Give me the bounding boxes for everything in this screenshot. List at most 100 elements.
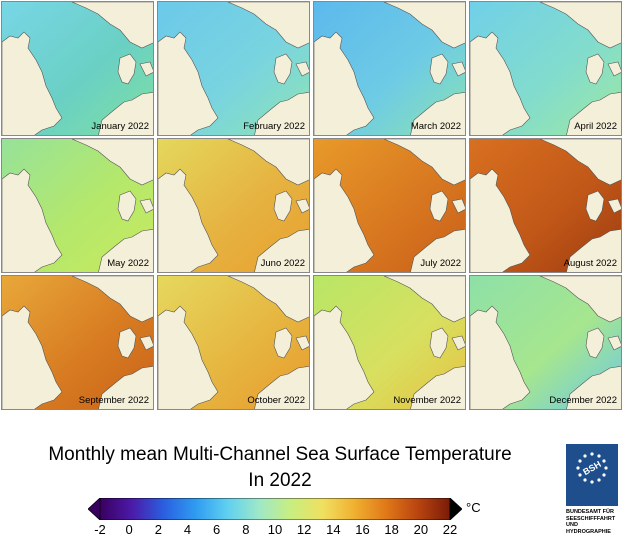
land-great-britain <box>158 31 219 135</box>
sea-surface-temperature-map <box>2 276 153 409</box>
sea-surface-temperature-map <box>158 2 309 135</box>
logo-text-line: BUNDESAMT FÜR <box>566 509 614 515</box>
map-panel: November 2022 <box>313 275 466 410</box>
map-panel-month-label: December 2022 <box>549 395 617 406</box>
land-denmark <box>273 327 293 359</box>
sea-surface-temperature-map <box>2 139 153 272</box>
land-great-britain <box>314 168 375 272</box>
map-panel-month-label: May 2022 <box>107 258 149 269</box>
land-island <box>607 335 621 351</box>
colorbar-tick-label: 14 <box>326 522 341 537</box>
land-great-britain <box>314 305 375 409</box>
land-continent <box>254 229 309 272</box>
colorbar-tick-label: 8 <box>242 522 250 537</box>
land-continent <box>410 366 465 409</box>
map-panel: October 2022 <box>157 275 310 410</box>
land-denmark <box>585 327 605 359</box>
colorbar-tick-label: 18 <box>384 522 399 537</box>
map-panel: December 2022 <box>469 275 622 410</box>
land-continent <box>566 366 621 409</box>
map-panel: March 2022 <box>313 1 466 136</box>
sea-surface-temperature-map <box>314 139 465 272</box>
land-great-britain <box>470 31 531 135</box>
colorbar-gradient <box>99 498 451 520</box>
land-continent <box>254 92 309 135</box>
land-scandinavia <box>539 276 621 323</box>
land-island <box>295 198 309 214</box>
land-island <box>295 61 309 77</box>
colorbar-tick-label: 4 <box>183 522 192 537</box>
sea-surface-temperature-map <box>2 2 153 135</box>
land-denmark <box>273 190 293 222</box>
land-island <box>139 335 153 351</box>
land-island <box>295 335 309 351</box>
colorbar-tick-label: 16 <box>355 522 370 537</box>
land-great-britain <box>314 31 375 135</box>
land-scandinavia <box>539 139 621 186</box>
land-scandinavia <box>71 2 153 49</box>
bsh-logo-text: BUNDESAMT FÜR SEESCHIFFFAHRT UND HYDROGR… <box>566 509 622 535</box>
colorbar-tick-label: 6 <box>213 522 221 537</box>
map-panel-month-label: October 2022 <box>247 395 305 406</box>
land-great-britain <box>2 305 63 409</box>
map-panel-month-label: January 2022 <box>91 121 149 132</box>
land-great-britain <box>470 305 531 409</box>
land-island <box>607 61 621 77</box>
land-denmark <box>429 190 449 222</box>
land-island <box>451 198 465 214</box>
land-great-britain <box>2 168 63 272</box>
land-island <box>139 198 153 214</box>
land-scandinavia <box>383 2 465 49</box>
figure-title-line1: Monthly mean Multi-Channel Sea Surface T… <box>48 444 512 465</box>
land-scandinavia <box>539 2 621 49</box>
sst-map-grid: January 2022 February 2022 March 2022 <box>1 1 622 410</box>
colorbar-tick-label: 10 <box>267 522 283 537</box>
map-panel: April 2022 <box>469 1 622 136</box>
map-panel: February 2022 <box>157 1 310 136</box>
map-panel-month-label: April 2022 <box>574 121 617 132</box>
colorbar-tick-label: 12 <box>296 522 312 537</box>
logo-text-line: HYDROGRAPHIE <box>566 528 611 535</box>
land-scandinavia <box>71 276 153 323</box>
land-denmark <box>117 327 137 359</box>
logo-text-line: UND <box>566 522 578 528</box>
sea-surface-temperature-map <box>314 2 465 135</box>
map-panel: Juno 2022 <box>157 138 310 273</box>
colorbar-ticks: -2 0 2 4 6 8 10 12 14 16 18 20 22 <box>0 522 600 542</box>
bsh-logo-icon: BSH <box>566 444 618 506</box>
sea-surface-temperature-map <box>158 276 309 409</box>
land-denmark <box>429 53 449 85</box>
land-scandinavia <box>227 2 309 49</box>
land-continent <box>566 229 621 272</box>
map-panel: August 2022 <box>469 138 622 273</box>
land-island <box>451 335 465 351</box>
colorbar-tick-label: 2 <box>154 522 162 537</box>
sea-surface-temperature-map <box>314 276 465 409</box>
land-scandinavia <box>227 139 309 186</box>
land-continent <box>566 92 621 135</box>
colorbar-unit: °C <box>466 500 481 515</box>
land-great-britain <box>470 168 531 272</box>
map-panel: July 2022 <box>313 138 466 273</box>
colorbar-left-arrow <box>88 498 101 520</box>
land-scandinavia <box>383 276 465 323</box>
map-panel-month-label: November 2022 <box>393 395 461 406</box>
land-continent <box>254 366 309 409</box>
land-denmark <box>585 53 605 85</box>
land-continent <box>410 92 465 135</box>
colorbar-tick-label: -2 <box>94 522 106 537</box>
land-island <box>139 61 153 77</box>
figure-title-line2: In 2022 <box>248 470 312 491</box>
land-island <box>607 198 621 214</box>
logo-text-line: SEESCHIFFFAHRT <box>566 515 616 522</box>
map-panel-month-label: September 2022 <box>78 395 149 406</box>
land-continent <box>98 229 153 272</box>
colorbar <box>88 498 462 520</box>
sea-surface-temperature-map <box>470 139 621 272</box>
svg-text:BSH: BSH <box>581 459 602 477</box>
land-continent <box>410 229 465 272</box>
sea-surface-temperature-map <box>470 2 621 135</box>
sea-surface-temperature-map <box>158 139 309 272</box>
land-denmark <box>273 53 293 85</box>
map-panel: January 2022 <box>1 1 154 136</box>
